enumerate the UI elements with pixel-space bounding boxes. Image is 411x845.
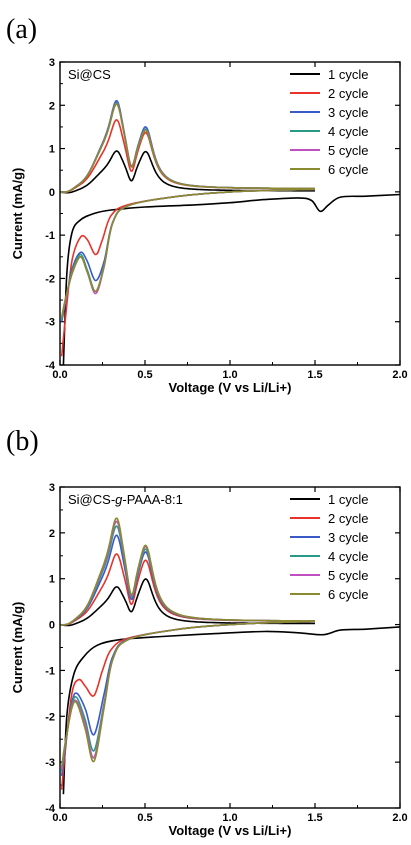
legend-label: 6 cycle xyxy=(328,162,368,177)
curves xyxy=(60,517,400,795)
legend: 1 cycle 2 cycle 3 cycle 4 cycle 5 cycle 6 cyc… xyxy=(290,67,368,177)
legend-label: 2 cycle xyxy=(328,86,368,101)
series-anodic-2 xyxy=(60,119,315,193)
legend-label: 3 cycle xyxy=(328,530,368,545)
series-anodic-6 xyxy=(60,103,315,193)
series-cathodic-5 xyxy=(60,188,316,318)
y-tick-label: 3 xyxy=(49,57,55,69)
series-anodic-4 xyxy=(60,101,315,193)
x-tick-label: 1.0 xyxy=(222,812,237,824)
series-cathodic-4 xyxy=(60,188,316,320)
series-cathodic-3 xyxy=(60,188,316,322)
y-tick-label: -3 xyxy=(45,317,55,329)
legend-label: 2 cycle xyxy=(328,511,368,526)
sample-label: Si@CS xyxy=(68,67,111,82)
x-tick-label: 0.5 xyxy=(137,369,152,381)
x-axis-label: Voltage (V vs Li/Li+) xyxy=(169,823,292,838)
x-tick-label: 2.0 xyxy=(392,369,407,381)
y-tick-label: -2 xyxy=(45,711,55,723)
cv-panel-b: (b) 0.0 0.5 1.0 1.5 2.0 -4 -3 -2 -1 0 1 2 3 Voltage (V… xyxy=(6,426,408,838)
series-anodic-5 xyxy=(60,102,315,193)
legend-label: 1 cycle xyxy=(328,492,368,507)
y-tick-label: 0 xyxy=(49,620,55,632)
curves xyxy=(60,99,400,365)
legend-label: 4 cycle xyxy=(328,549,368,564)
x-tick-label: 0.0 xyxy=(52,369,67,381)
legend-label: 3 cycle xyxy=(328,105,368,120)
series-anodic-1 xyxy=(60,150,315,194)
legend-label: 1 cycle xyxy=(328,67,368,82)
legend-label: 4 cycle xyxy=(328,124,368,139)
y-axis-label: Current (mA/g) xyxy=(10,602,25,694)
series-anodic-6 xyxy=(60,517,315,626)
sample-label: Si@CS-g-PAAA-8:1 xyxy=(68,492,183,507)
legend-label: 6 cycle xyxy=(328,587,368,602)
y-tick-label: -1 xyxy=(45,230,55,242)
y-tick-label: -1 xyxy=(45,665,55,677)
legend-label: 5 cycle xyxy=(328,568,368,583)
x-tick-label: 1.0 xyxy=(222,369,237,381)
x-tick-label: 1.5 xyxy=(307,812,322,824)
cv-panel-a: (a) 0.0 0.5 1.0 1.5 2.0 -4 -3 -2 -1 0 1 2 3 Voltage (V… xyxy=(6,14,408,395)
x-axis-label: Voltage (V vs Li/Li+) xyxy=(169,380,292,395)
series-cathodic-1 xyxy=(62,193,400,365)
series-anodic-2 xyxy=(60,553,315,626)
y-axis-label: Current (mA/g) xyxy=(10,168,25,260)
y-tick-label: -3 xyxy=(45,757,55,769)
x-tick-label: 0.0 xyxy=(52,812,67,824)
x-tick-label: 1.5 xyxy=(307,369,322,381)
y-tick-label: -4 xyxy=(45,360,56,372)
y-tick-label: 3 xyxy=(49,482,55,494)
series-cathodic-1 xyxy=(62,626,400,795)
x-tick-label: 2.0 xyxy=(392,812,407,824)
y-tick-label: 2 xyxy=(49,100,55,112)
y-tick-label: -2 xyxy=(45,273,55,285)
x-tick-label: 0.5 xyxy=(137,812,152,824)
series-cathodic-6 xyxy=(60,188,316,318)
y-tick-label: 0 xyxy=(49,187,55,199)
panel-tag: (b) xyxy=(6,426,39,457)
y-tick-label: 1 xyxy=(49,144,55,156)
legend-label: 5 cycle xyxy=(328,143,368,158)
series-cathodic-2 xyxy=(60,620,316,790)
y-tick-label: 2 xyxy=(49,528,55,540)
series-anodic-5 xyxy=(60,520,315,626)
series-anodic-3 xyxy=(60,99,315,193)
series-cathodic-6 xyxy=(60,620,316,767)
y-tick-label: 1 xyxy=(49,574,55,586)
legend: 1 cycle 2 cycle 3 cycle 4 cycle 5 cycle 6 cyc… xyxy=(290,492,368,602)
y-tick-label: -4 xyxy=(45,803,56,815)
panel-tag: (a) xyxy=(6,14,37,45)
